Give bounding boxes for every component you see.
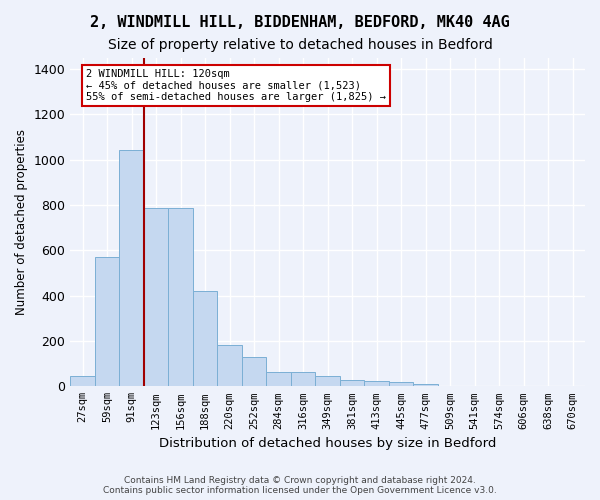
Bar <box>413 384 438 386</box>
Bar <box>364 380 389 386</box>
X-axis label: Distribution of detached houses by size in Bedford: Distribution of detached houses by size … <box>159 437 496 450</box>
Bar <box>193 291 217 386</box>
Text: Contains HM Land Registry data © Crown copyright and database right 2024.
Contai: Contains HM Land Registry data © Crown c… <box>103 476 497 495</box>
Bar <box>242 357 266 386</box>
Bar <box>70 376 95 386</box>
Bar <box>217 346 242 387</box>
Bar <box>389 382 413 386</box>
Bar <box>119 150 144 386</box>
Bar <box>291 372 316 386</box>
Text: 2, WINDMILL HILL, BIDDENHAM, BEDFORD, MK40 4AG: 2, WINDMILL HILL, BIDDENHAM, BEDFORD, MK… <box>90 15 510 30</box>
Bar <box>340 380 364 386</box>
Bar <box>316 376 340 386</box>
Bar <box>144 208 169 386</box>
Bar <box>266 372 291 386</box>
Y-axis label: Number of detached properties: Number of detached properties <box>15 129 28 315</box>
Bar <box>95 257 119 386</box>
Text: Size of property relative to detached houses in Bedford: Size of property relative to detached ho… <box>107 38 493 52</box>
Text: 2 WINDMILL HILL: 120sqm
← 45% of detached houses are smaller (1,523)
55% of semi: 2 WINDMILL HILL: 120sqm ← 45% of detache… <box>86 69 386 102</box>
Bar <box>169 208 193 386</box>
